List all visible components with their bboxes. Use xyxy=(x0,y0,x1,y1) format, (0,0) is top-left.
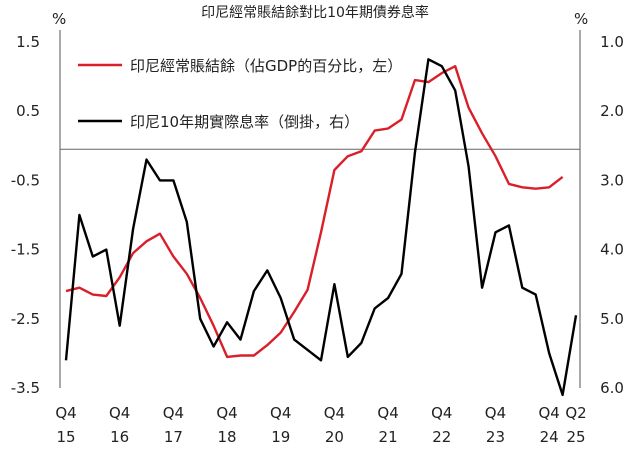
x-tick-year: 19 xyxy=(271,428,290,446)
right-tick-label: 6.0 xyxy=(600,379,624,397)
current-account-line xyxy=(65,64,564,359)
x-tick-year: 20 xyxy=(325,428,344,446)
x-tick-year: 25 xyxy=(566,428,585,446)
left-tick-label: 1.5 xyxy=(16,33,40,51)
x-tick-quarter: Q4 xyxy=(109,404,130,422)
right-axis-unit: % xyxy=(574,10,588,28)
chart-title: 印尼經常賬結餘對比10年期債券息率 xyxy=(201,4,429,21)
x-tick-year: 15 xyxy=(56,428,75,446)
x-tick-year: 22 xyxy=(432,428,451,446)
right-tick-label: 5.0 xyxy=(600,310,624,328)
legend-label: 印尼10年期實際息率（倒掛，右） xyxy=(130,113,359,131)
left-tick-label: -0.5 xyxy=(11,171,40,189)
right-tick-label: 2.0 xyxy=(600,102,624,120)
x-tick-year: 23 xyxy=(486,428,505,446)
x-tick-year: 21 xyxy=(379,428,398,446)
x-tick-quarter: Q4 xyxy=(55,404,76,422)
x-tick-quarter: Q4 xyxy=(538,404,559,422)
x-tick-year: 18 xyxy=(218,428,237,446)
x-tick-quarter: Q4 xyxy=(216,404,237,422)
left-tick-label: -1.5 xyxy=(11,241,40,259)
legend: 印尼經常賬結餘（佔GDP的百分比，左） 印尼10年期實際息率（倒掛，右） xyxy=(78,57,402,131)
real-yield-line xyxy=(64,58,578,397)
right-tick-label: 1.0 xyxy=(600,33,624,51)
legend-label: 印尼經常賬結餘（佔GDP的百分比，左） xyxy=(130,57,402,75)
left-tick-label: -3.5 xyxy=(11,379,40,397)
x-tick-quarter: Q4 xyxy=(377,404,398,422)
right-tick-label: 4.0 xyxy=(600,241,624,259)
tick-labels: 1.5 0.5 -0.5 -1.5 -2.5 -3.5 1.0 2.0 3.0 4.0 5.0 6.0… xyxy=(11,33,624,446)
left-tick-label: -2.5 xyxy=(11,310,40,328)
left-tick-label: 0.5 xyxy=(16,102,40,120)
x-tick-quarter: Q4 xyxy=(485,404,506,422)
right-tick-label: 3.0 xyxy=(600,171,624,189)
x-tick-quarter: Q4 xyxy=(270,404,291,422)
x-tick-quarter: Q4 xyxy=(163,404,184,422)
left-axis-unit: % xyxy=(52,10,66,28)
x-tick-year: 16 xyxy=(110,428,129,446)
x-tick-year: 24 xyxy=(540,428,559,446)
x-tick-quarter: Q4 xyxy=(431,404,452,422)
series-group xyxy=(64,58,578,397)
x-tick-quarter: Q2 xyxy=(565,404,586,422)
x-tick-year: 17 xyxy=(164,428,183,446)
axes xyxy=(59,30,581,388)
x-tick-quarter: Q4 xyxy=(324,404,345,422)
